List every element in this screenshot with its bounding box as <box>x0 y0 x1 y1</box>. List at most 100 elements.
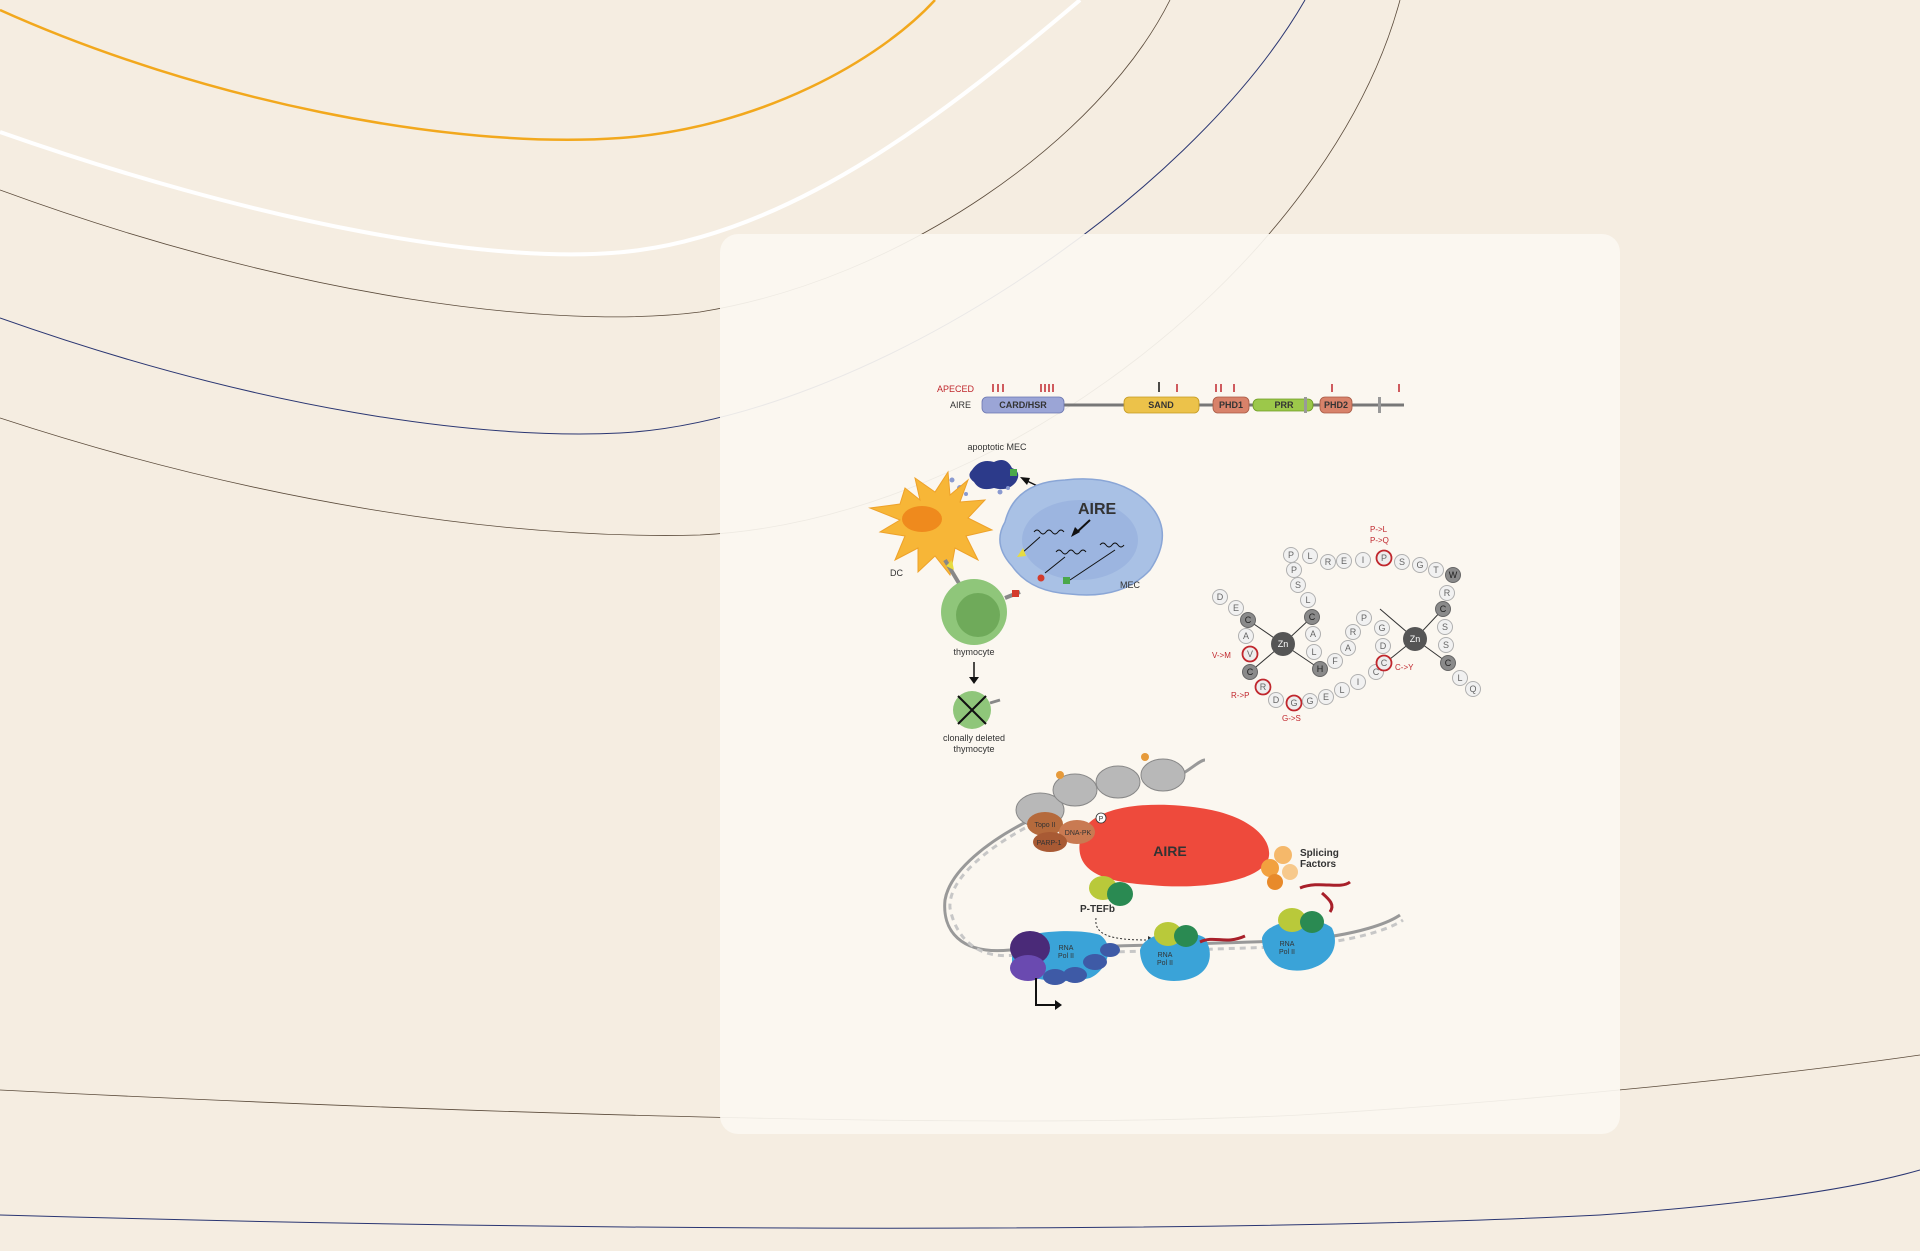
residue: R <box>1320 554 1336 570</box>
residue: P <box>1375 549 1393 567</box>
deleted-label-1: clonally deleted <box>943 733 1005 743</box>
orange-arc <box>0 0 936 141</box>
aire-label: AIRE <box>1153 843 1186 859</box>
residue: L <box>1306 644 1322 660</box>
residue: V <box>1241 645 1259 663</box>
svg-text:E: E <box>1323 692 1329 702</box>
bottom-arc-2 <box>0 1169 1920 1229</box>
aire-complex: AIRE <box>1079 804 1270 887</box>
mut-g-s: G->S <box>1282 714 1301 723</box>
svg-text:C: C <box>1245 615 1252 625</box>
residue: R <box>1439 585 1455 601</box>
residue: S <box>1394 554 1410 570</box>
cell-panel: apoptotic MEC DC AIRE <box>868 442 1163 754</box>
svg-text:D: D <box>1273 695 1280 705</box>
svg-text:R: R <box>1325 557 1332 567</box>
thin-arc-1 <box>0 0 1171 318</box>
dnapk-label: DNA-PK <box>1065 830 1092 837</box>
svg-text:I: I <box>1357 677 1360 687</box>
mut-p-q: P->Q <box>1370 536 1389 545</box>
residue: L <box>1452 670 1468 686</box>
deleted-label-2: thymocyte <box>953 744 994 754</box>
pol-ii-promoter: RNA Pol II <box>1010 931 1120 1010</box>
residue: S <box>1290 577 1306 593</box>
svg-text:D: D <box>1217 592 1224 602</box>
zn-atom-2: Zn <box>1403 627 1427 651</box>
residue: G <box>1302 693 1318 709</box>
navy-arc <box>0 0 1306 435</box>
residue: S <box>1438 637 1454 653</box>
residue: L <box>1334 682 1350 698</box>
svg-text:C: C <box>1247 667 1254 677</box>
mut-c-y: C->Y <box>1395 663 1414 672</box>
residue: P <box>1283 547 1299 563</box>
svg-text:Zn: Zn <box>1410 634 1421 644</box>
residue: D <box>1375 638 1391 654</box>
svg-text:A: A <box>1310 629 1316 639</box>
residue: H <box>1312 661 1328 677</box>
apeced-label: APECED <box>937 384 975 394</box>
residue: C <box>1304 609 1320 625</box>
mec-cell <box>999 478 1163 596</box>
residue: A <box>1340 640 1356 656</box>
svg-text:G: G <box>1378 623 1385 633</box>
residue: G <box>1374 620 1390 636</box>
domain-card-hsr: CARD/HSR <box>981 396 1065 414</box>
svg-text:R: R <box>1350 627 1357 637</box>
svg-text:S: S <box>1399 557 1405 567</box>
topo-dnapk-parp: Topo II DNA-PK PARP-1 P <box>1027 812 1107 852</box>
residue: L <box>1300 592 1316 608</box>
svg-text:G: G <box>1306 696 1313 706</box>
residue: I <box>1355 552 1371 568</box>
domain-strip: APECED AIRE CARD/HSR SAND PHD1 <box>937 382 1404 414</box>
residue: A <box>1305 626 1321 642</box>
svg-text:S: S <box>1443 640 1449 650</box>
residue: P <box>1286 562 1302 578</box>
svg-text:SAND: SAND <box>1148 400 1174 410</box>
residue: D <box>1268 692 1284 708</box>
residue: C <box>1440 655 1456 671</box>
dc-label: DC <box>890 568 903 578</box>
zn-atom-1: Zn <box>1271 632 1295 656</box>
svg-text:C: C <box>1373 667 1380 677</box>
svg-text:A: A <box>1243 631 1249 641</box>
residue: G <box>1412 557 1428 573</box>
svg-text:CARD/HSR: CARD/HSR <box>999 400 1047 410</box>
svg-text:W: W <box>1449 570 1458 580</box>
domain-prr: PRR <box>1252 398 1314 412</box>
residue: F <box>1327 653 1343 669</box>
deleted-thymocyte <box>953 691 1001 729</box>
svg-text:G: G <box>1290 698 1297 708</box>
residue: L <box>1302 548 1318 564</box>
residue: C <box>1375 654 1393 672</box>
svg-text:P: P <box>1361 613 1367 623</box>
mutation-ticks <box>992 384 1400 392</box>
residue: C <box>1242 664 1258 680</box>
pol-label-2a: RNA <box>1158 952 1173 959</box>
splicing-factors: Splicing Factors <box>1261 846 1351 913</box>
apoptotic-mec-label: apoptotic MEC <box>967 442 1027 452</box>
svg-text:C: C <box>1445 658 1452 668</box>
white-arc <box>0 0 1082 257</box>
domain-sand: SAND <box>1123 396 1200 414</box>
pol-label-2b: Pol II <box>1157 960 1173 967</box>
parp-label: PARP-1 <box>1037 840 1062 847</box>
pol-ii-elongating-2: RNA Pol II <box>1262 908 1335 971</box>
ptefb: P-TEFb <box>1080 876 1155 944</box>
svg-text:L: L <box>1311 647 1316 657</box>
residue: A <box>1238 628 1254 644</box>
residue: E <box>1228 600 1244 616</box>
transcription-panel: AIRE Topo II DNA-PK PARP-1 P Splicing Fa… <box>943 753 1404 1010</box>
residue: E <box>1336 553 1352 569</box>
splicing-label-2: Factors <box>1300 859 1337 870</box>
residue: I <box>1350 674 1366 690</box>
residue: D <box>1212 589 1228 605</box>
residue: W <box>1445 567 1461 583</box>
mec-aire-label: AIRE <box>1078 501 1117 518</box>
svg-text:I: I <box>1362 555 1365 565</box>
residue: G <box>1285 694 1303 712</box>
